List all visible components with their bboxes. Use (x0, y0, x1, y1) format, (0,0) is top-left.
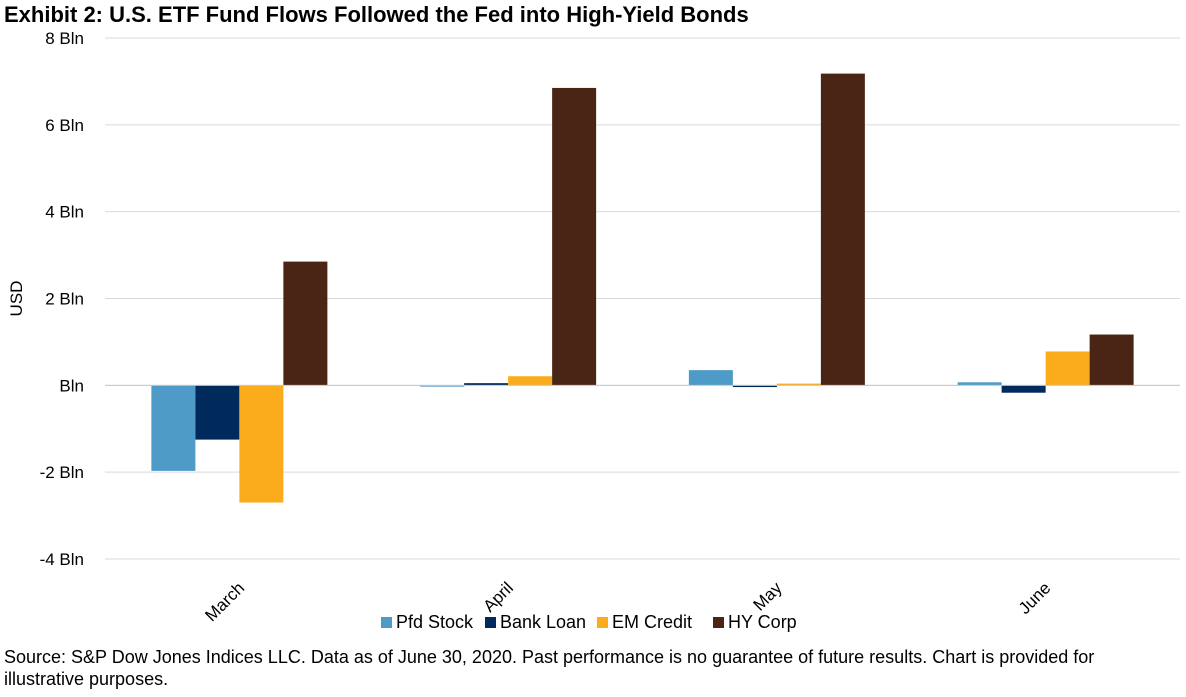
x-tick-label: March (201, 578, 248, 625)
y-tick-label: 2 Bln (45, 290, 84, 309)
bar (1001, 385, 1046, 393)
bar (420, 385, 465, 387)
legend-label: EM Credit (612, 612, 692, 632)
legend-swatch (485, 617, 496, 628)
legend-label: Pfd Stock (396, 612, 474, 632)
x-tick-label: May (750, 578, 786, 614)
bar (283, 261, 328, 386)
bar (776, 383, 821, 386)
legend-swatch (597, 617, 608, 628)
legend-swatch (381, 617, 392, 628)
y-tick-label: 4 Bln (45, 203, 84, 222)
y-axis-title: USD (7, 281, 26, 317)
y-tick-label: Bln (59, 376, 84, 395)
bar (1045, 351, 1090, 386)
legend-label: HY Corp (728, 612, 797, 632)
legend-swatch (713, 617, 724, 628)
bar (957, 382, 1002, 386)
bar (151, 385, 196, 471)
chart-title: Exhibit 2: U.S. ETF Fund Flows Followed … (4, 2, 749, 27)
bar (195, 385, 240, 440)
bar (239, 385, 284, 503)
x-tick-label: April (479, 578, 516, 615)
y-tick-label: -4 Bln (40, 550, 84, 569)
bar (508, 376, 553, 386)
y-tick-label: 8 Bln (45, 29, 84, 48)
y-tick-label: -2 Bln (40, 463, 84, 482)
bar (820, 73, 865, 386)
source-note: Source: S&P Dow Jones Indices LLC. Data … (4, 647, 1095, 689)
x-tick-label: June (1015, 578, 1055, 618)
bar (1089, 334, 1134, 386)
bars (151, 73, 1134, 503)
y-tick-label: 6 Bln (45, 116, 84, 135)
bar (732, 385, 777, 388)
legend-label: Bank Loan (500, 612, 586, 632)
bar (688, 370, 733, 386)
bar (464, 383, 509, 386)
bar (552, 87, 597, 386)
legend: Pfd Stock Bank Loan EM Credit HY Corp (381, 612, 797, 632)
